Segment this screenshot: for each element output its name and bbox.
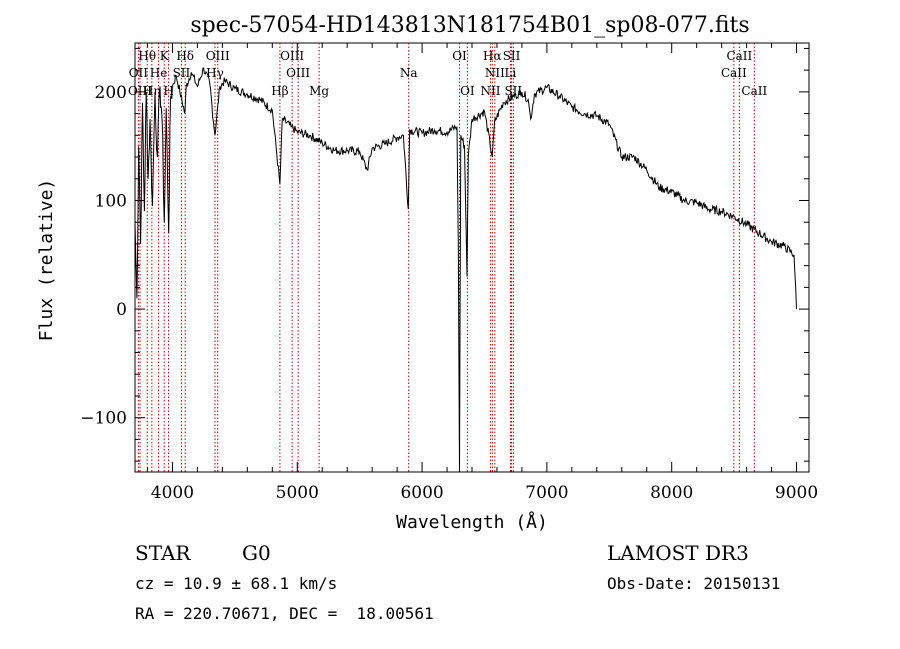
spectral-line-label: Na	[400, 66, 418, 80]
x-axis-ticks	[146, 43, 798, 472]
x-tick-label: 8000	[650, 483, 693, 503]
spectral-line-label: OIII	[280, 49, 304, 63]
spectral-line-label: CaII	[741, 84, 767, 98]
chart-title: spec-57054-HD143813N181754B01_sp08-077.f…	[190, 13, 749, 38]
x-tick-label: 7000	[525, 483, 568, 503]
spectral-line-label: Hα	[483, 49, 502, 63]
radec-text: RA = 220.70671, DEC = 18.00561	[135, 604, 434, 623]
x-tick-label: 4000	[151, 483, 194, 503]
spectral-line-label: Hγ	[206, 66, 224, 80]
spectral-line-label: Hθ	[138, 49, 156, 63]
x-tick-label: 6000	[400, 483, 443, 503]
y-tick-label: 100	[95, 191, 127, 211]
y-axis-ticks	[135, 47, 809, 462]
spectrum-series-line	[134, 67, 797, 473]
spectral-line-markers	[137, 43, 755, 472]
y-tick-label: 200	[95, 83, 127, 103]
spectral-line-label: Hβ	[271, 84, 288, 98]
spectral-line-label: NII	[485, 66, 505, 80]
spectral-line-label: OIII	[286, 66, 310, 80]
y-axis-tick-labels: −100 0 100 200	[80, 83, 127, 429]
spectral-line-label: Hδ	[176, 49, 194, 63]
x-axis-label: Wavelength (Å)	[396, 511, 548, 533]
spectral-line-label: CaII	[721, 66, 747, 80]
y-axis-label: Flux (relative)	[36, 179, 57, 342]
spectral-line-label: OI	[460, 84, 475, 98]
spectral-line-label: Hη	[143, 84, 161, 98]
x-tick-label: 9000	[775, 483, 818, 503]
spectral-line-label: OII	[129, 66, 149, 80]
spectral-line-label: He	[150, 66, 168, 80]
spectral-line-label: CaII	[726, 49, 752, 63]
plot-frame	[134, 42, 810, 473]
y-tick-label: −100	[80, 409, 127, 429]
subclass-label: G0	[242, 541, 271, 565]
spectral-line-label: Mg	[309, 84, 329, 98]
x-axis-tick-labels: 4000 5000 6000 7000 8000 9000	[151, 483, 818, 503]
spectral-line-label: Li	[505, 66, 517, 80]
spectral-line-label: SII	[503, 49, 521, 63]
survey-label: LAMOST DR3	[607, 541, 749, 565]
spectral-line-label: H	[163, 84, 173, 98]
x-tick-label: 5000	[276, 483, 319, 503]
spectral-line-label: K	[160, 49, 170, 63]
spectral-line-label: OIII	[206, 49, 230, 63]
class-label: STAR	[135, 541, 191, 565]
y-tick-label: 0	[116, 300, 127, 320]
obs-date-text: Obs-Date: 20150131	[607, 574, 780, 593]
spectral-line-label: NII	[480, 84, 500, 98]
spectral-line-label: OI	[452, 49, 467, 63]
redshift-text: cz = 10.9 ± 68.1 km/s	[135, 574, 337, 593]
spectral-line-label: SII	[173, 66, 191, 80]
